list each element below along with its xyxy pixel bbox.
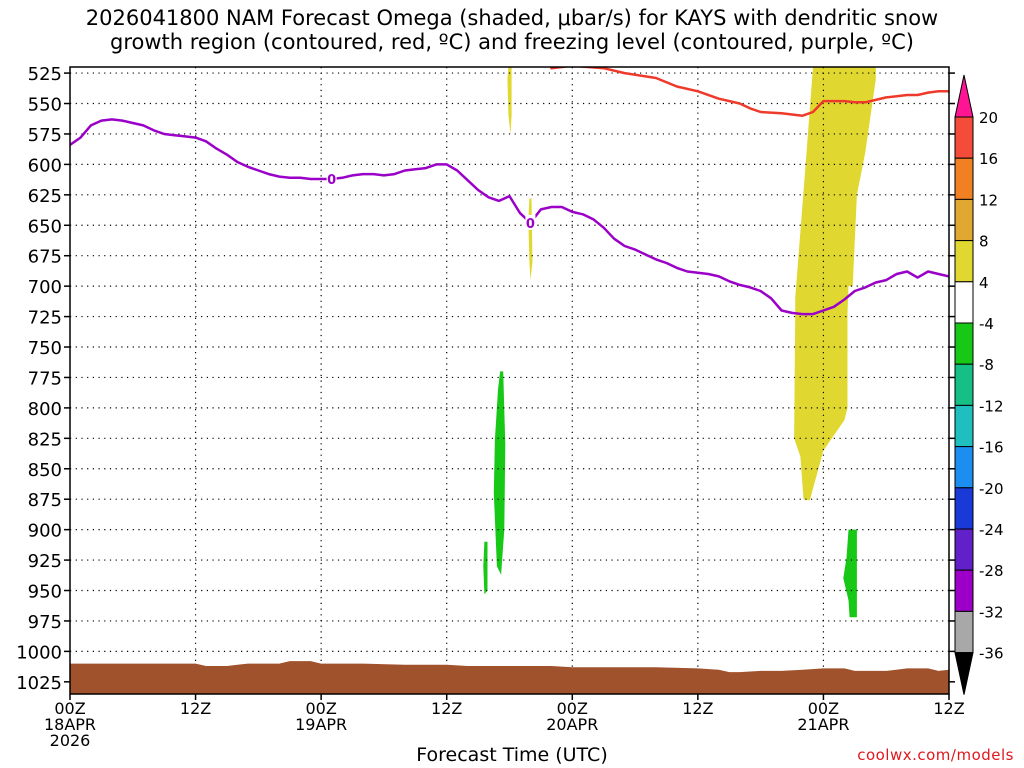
y-tick-label-750: 750 [28,338,62,359]
colorbar-label-12: -32 [979,603,1004,621]
omega-region-5 [843,529,857,618]
grid-layer [70,67,949,694]
y-tick-label-950: 950 [28,582,62,603]
y-tick-label-825: 825 [28,429,62,450]
colorbar-label-11: -28 [979,562,1004,580]
x-axis-label: Forecast Time (UTC) [416,744,608,766]
x-tick-label-0-0: 00Z [54,699,85,718]
colorbar-segment-5 [954,281,974,324]
surface-pressure-fill [70,661,949,694]
colorbar-segment-3 [954,198,974,242]
plot-frame [69,66,950,695]
colorbar-label-10: -24 [979,521,1004,539]
chart-title: 2026041800 NAM Forecast Omega (shaded, μ… [0,6,1024,54]
colorbar-segment-12 [954,569,974,612]
y-tick-label-675: 675 [28,247,62,268]
freezing-level-label-1: 0 [526,217,535,232]
colorbar-label-0: 20 [979,109,998,127]
colorbar-segment-1 [954,116,974,159]
freezing-label-bg-1 [525,214,536,230]
freezing-label-bg-0 [326,171,337,187]
title-line-1: 2026041800 NAM Forecast Omega (shaded, μ… [85,6,939,30]
colorbar: 20 16 12 8 4 -4 -8 -12 -16 -20 -24 -28 -32 -36 [954,74,1004,695]
surface-layer [70,661,949,694]
colorbar-segment-2 [954,157,974,200]
freezing-level-line [70,118,949,316]
y-tick-label-800: 800 [28,399,62,420]
colorbar-label-3: 8 [979,233,989,251]
y-tick-label-575: 575 [28,125,62,146]
x-tick-label-0-1: 18APR [44,715,96,734]
colorbar-label-13: -36 [979,645,1004,663]
credit-link[interactable]: coolwx.com/models [857,746,1014,764]
y-tick-label-550: 550 [28,95,62,116]
x-tick-label-0-2: 2026 [50,731,91,750]
colorbar-label-5: -4 [979,315,994,333]
y-tick-label-875: 875 [28,490,62,511]
colorbar-segment-10 [954,487,974,530]
y-tick-label-650: 650 [28,216,62,237]
y-tick-label-850: 850 [28,460,62,481]
colorbar-segment-6 [954,322,974,365]
y-tick-label-600: 600 [28,155,62,176]
omega-shading-layer [483,67,876,618]
colorbar-label-9: -20 [979,480,1004,498]
x-tick-label-12-0: 12Z [180,699,211,718]
y-tick-label-900: 900 [28,521,62,542]
colorbar-segment-4 [954,240,974,283]
x-tick-label-48-0: 00Z [557,699,588,718]
x-tick-label-24-0: 00Z [305,699,336,718]
y-tick-label-975: 975 [28,612,62,633]
colorbar-segment-9 [954,446,974,489]
colorbar-segment-11 [954,528,974,571]
y-tick-label-775: 775 [28,368,62,389]
axes-layer: 525 550 575 600 625 650 675 700 725 750 775 800 825 8… [16,64,965,750]
x-tick-label-36-0: 12Z [431,699,462,718]
colorbar-label-8: -16 [979,439,1004,457]
omega-region-4 [483,541,488,595]
y-tick-label-925: 925 [28,551,62,572]
y-tick-label-1025: 1025 [16,673,62,694]
omega-region-2 [794,67,876,501]
y-tick-label-625: 625 [28,186,62,207]
colorbar-segment-7 [954,363,974,406]
omega-region-0 [507,67,512,134]
x-tick-label-84-0: 12Z [933,699,964,718]
colorbar-label-7: -12 [979,397,1004,415]
y-tick-label-525: 525 [28,64,62,85]
colorbar-bottom-arrow [954,652,974,695]
dgz-contour-line [550,67,949,117]
colorbar-segment-8 [954,404,974,448]
x-tick-label-72-1: 21APR [797,715,849,734]
x-tick-label-60-0: 12Z [682,699,713,718]
omega-region-1 [528,198,533,281]
x-tick-label-48-1: 20APR [546,715,598,734]
colorbar-label-2: 12 [979,191,998,209]
omega-region-3 [493,371,506,575]
contour-layer: 00 [70,67,949,316]
y-tick-label-725: 725 [28,308,62,329]
title-line-2: growth region (contoured, red, ºC) and f… [110,30,914,54]
colorbar-top-arrow [954,74,974,118]
y-tick-label-1000: 1000 [16,642,62,663]
colorbar-label-1: 16 [979,150,998,168]
x-tick-label-24-1: 19APR [295,715,347,734]
colorbar-label-6: -8 [979,356,994,374]
y-tick-label-700: 700 [28,277,62,298]
freezing-level-label-0: 0 [327,173,336,188]
colorbar-label-4: 4 [979,274,989,292]
x-tick-label-72-0: 00Z [808,699,839,718]
colorbar-segment-13 [954,610,974,654]
